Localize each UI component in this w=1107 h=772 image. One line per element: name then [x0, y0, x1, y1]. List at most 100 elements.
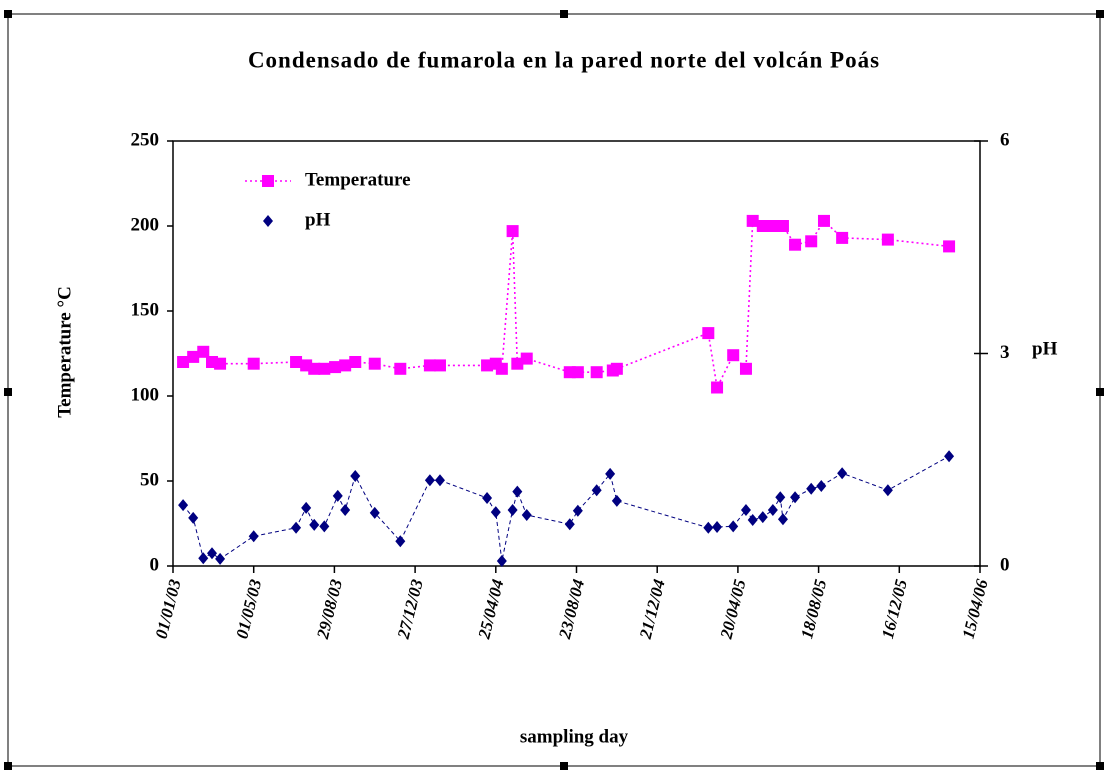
marker	[291, 521, 302, 534]
marker	[198, 552, 209, 565]
marker	[423, 359, 436, 372]
marker	[214, 357, 227, 370]
marker	[605, 467, 616, 480]
frame	[7, 13, 1101, 767]
legend-label: pH	[305, 209, 331, 230]
marker	[611, 494, 622, 507]
marker	[188, 511, 199, 524]
marker	[882, 484, 893, 497]
marker	[520, 352, 533, 365]
y2-axis-label: pH	[1032, 338, 1058, 359]
x-tick-label: 25/04/04	[474, 577, 507, 641]
x-tick-label: 29/08/03	[313, 577, 346, 642]
marker	[340, 504, 351, 517]
y-tick-label: 200	[131, 214, 160, 235]
marker	[728, 520, 739, 533]
marker	[789, 238, 802, 251]
series-line	[182, 455, 950, 562]
y-tick-label: 150	[131, 299, 160, 320]
marker	[424, 474, 435, 487]
marker	[712, 521, 723, 534]
marker	[590, 366, 603, 379]
marker	[727, 349, 740, 362]
marker	[591, 484, 602, 497]
marker	[197, 345, 210, 358]
marker	[816, 479, 827, 492]
marker	[775, 491, 786, 504]
marker	[766, 220, 779, 232]
x-tick-label: 23/08/04	[555, 577, 588, 641]
marker	[739, 362, 752, 375]
marker	[350, 470, 361, 483]
marker	[881, 233, 894, 246]
marker	[349, 356, 362, 368]
marker	[507, 504, 518, 517]
marker	[301, 501, 312, 514]
marker	[756, 220, 769, 232]
marker	[790, 491, 801, 504]
marker	[178, 499, 189, 512]
marker	[187, 350, 200, 363]
y2-tick-label: 6	[1000, 129, 1010, 150]
marker	[757, 511, 768, 524]
marker	[837, 467, 848, 480]
marker	[943, 240, 956, 253]
x-tick-label: 20/04/05	[716, 577, 749, 642]
marker	[777, 513, 788, 526]
marker	[329, 361, 342, 374]
marker	[740, 504, 751, 517]
marker	[711, 381, 724, 394]
marker	[215, 552, 226, 565]
marker	[747, 513, 758, 526]
y-tick-label: 50	[140, 469, 159, 490]
marker	[767, 504, 778, 517]
x-tick-label: 16/12/05	[878, 577, 911, 641]
x-tick-label: 15/04/06	[959, 577, 992, 641]
marker	[308, 362, 321, 375]
marker	[610, 362, 623, 375]
marker	[490, 506, 501, 519]
marker	[395, 535, 406, 548]
marker	[944, 450, 955, 463]
legend-label: Temperature	[305, 169, 411, 190]
x-tick-label: 01/01/03	[152, 577, 185, 641]
marker	[207, 547, 218, 560]
series-line	[182, 219, 950, 391]
marker	[434, 474, 445, 487]
marker	[248, 530, 259, 543]
marker	[506, 225, 519, 238]
x-tick-label: 01/05/03	[232, 577, 265, 641]
selection-handles	[4, 10, 1104, 770]
marker	[702, 327, 715, 340]
marker	[817, 214, 830, 227]
legend-marker	[262, 175, 274, 187]
marker	[521, 509, 532, 521]
marker	[805, 235, 818, 248]
marker	[511, 357, 524, 370]
marker	[571, 366, 584, 379]
x-tick-label: 27/12/03	[393, 577, 426, 642]
chart-title: Condensado de fumarola en la pared norte…	[248, 47, 880, 72]
marker	[339, 359, 352, 372]
y-tick-label: 100	[131, 384, 160, 405]
marker	[318, 362, 331, 375]
x-tick-label: 21/12/04	[636, 577, 669, 641]
marker	[433, 359, 446, 372]
marker	[703, 521, 714, 534]
marker	[482, 492, 493, 504]
marker	[368, 357, 381, 370]
marker	[496, 555, 507, 568]
y2-tick-label: 3	[1000, 342, 1010, 363]
y-tick-label: 0	[150, 554, 160, 575]
x-axis-label: sampling day	[520, 726, 629, 747]
marker	[495, 362, 508, 375]
legend-marker	[263, 215, 273, 227]
plot-area	[172, 140, 981, 567]
marker	[512, 485, 523, 498]
marker	[564, 518, 575, 531]
marker	[806, 482, 817, 495]
y2-tick-label: 0	[1000, 554, 1010, 575]
marker	[309, 518, 320, 531]
marker	[369, 506, 380, 519]
